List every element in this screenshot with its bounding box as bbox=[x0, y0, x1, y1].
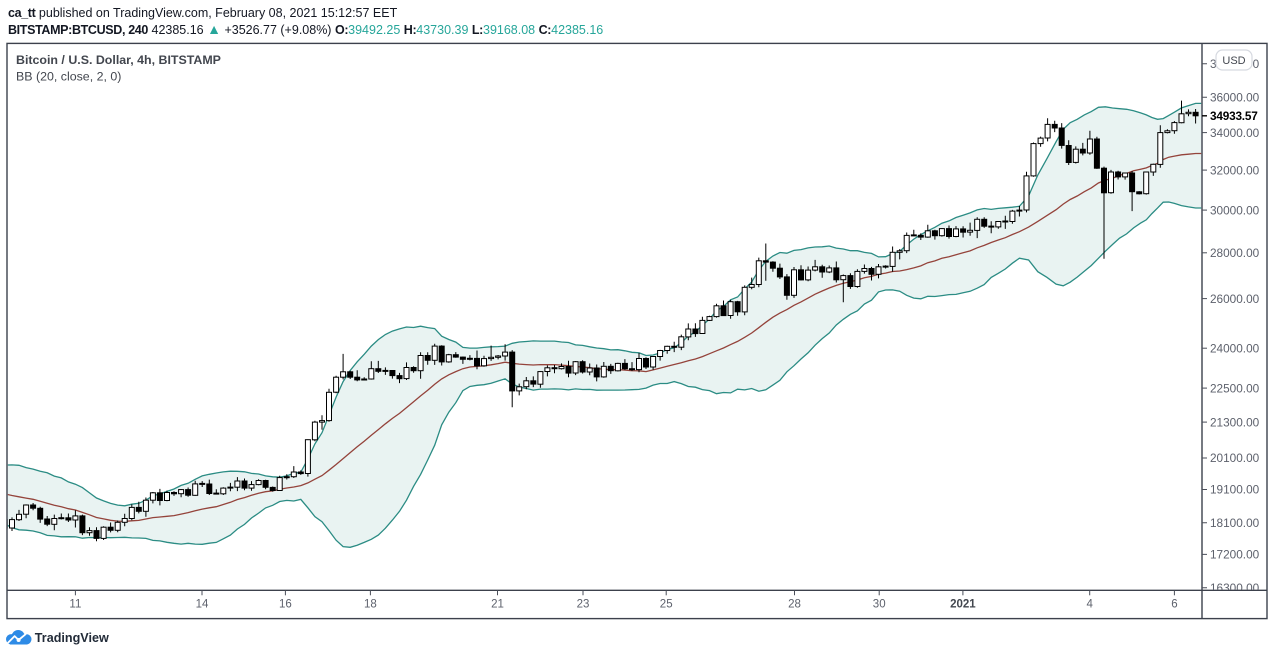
svg-text:21: 21 bbox=[491, 599, 504, 611]
svg-text:21300.00: 21300.00 bbox=[1210, 415, 1260, 429]
svg-text:16: 16 bbox=[279, 599, 292, 611]
svg-text:18100.00: 18100.00 bbox=[1210, 516, 1260, 530]
svg-text:28: 28 bbox=[788, 599, 801, 611]
svg-text:32000.00: 32000.00 bbox=[1210, 163, 1260, 177]
svg-text:ca_tt published on TradingView: ca_tt published on TradingView.com, Febr… bbox=[8, 6, 398, 20]
svg-text:11: 11 bbox=[69, 599, 81, 611]
svg-text:23: 23 bbox=[577, 599, 590, 611]
svg-text:6: 6 bbox=[1171, 599, 1177, 611]
svg-text:17200.00: 17200.00 bbox=[1210, 548, 1260, 562]
svg-text:30: 30 bbox=[873, 599, 886, 611]
svg-text:TradingView: TradingView bbox=[35, 631, 109, 645]
svg-text:16300.00: 16300.00 bbox=[1210, 581, 1260, 595]
svg-text:19100.00: 19100.00 bbox=[1210, 483, 1260, 497]
svg-text:30000.00: 30000.00 bbox=[1210, 203, 1260, 217]
svg-text:22500.00: 22500.00 bbox=[1210, 381, 1260, 395]
svg-text:34933.57: 34933.57 bbox=[1210, 109, 1258, 123]
svg-text:26000.00: 26000.00 bbox=[1210, 292, 1260, 306]
svg-text:25: 25 bbox=[660, 599, 673, 611]
svg-text:34000.00: 34000.00 bbox=[1210, 126, 1260, 140]
svg-text:BITSTAMP:BTCUSD, 240 42385.16: BITSTAMP:BTCUSD, 240 42385.16 ▲ +3526.77… bbox=[8, 21, 603, 37]
svg-text:20100.00: 20100.00 bbox=[1210, 451, 1260, 465]
svg-text:BB (20, close, 2, 0): BB (20, close, 2, 0) bbox=[16, 70, 121, 84]
svg-text:36000.00: 36000.00 bbox=[1210, 90, 1260, 104]
svg-text:18: 18 bbox=[364, 599, 377, 611]
svg-text:28000.00: 28000.00 bbox=[1210, 246, 1260, 260]
svg-text:Bitcoin / U.S. Dollar, 4h, BIT: Bitcoin / U.S. Dollar, 4h, BITSTAMP bbox=[16, 53, 221, 67]
svg-text:4: 4 bbox=[1086, 599, 1093, 611]
svg-text:24000.00: 24000.00 bbox=[1210, 341, 1260, 355]
svg-text:2021: 2021 bbox=[950, 599, 976, 611]
svg-text:14: 14 bbox=[196, 599, 209, 611]
svg-text:USD: USD bbox=[1222, 55, 1245, 67]
